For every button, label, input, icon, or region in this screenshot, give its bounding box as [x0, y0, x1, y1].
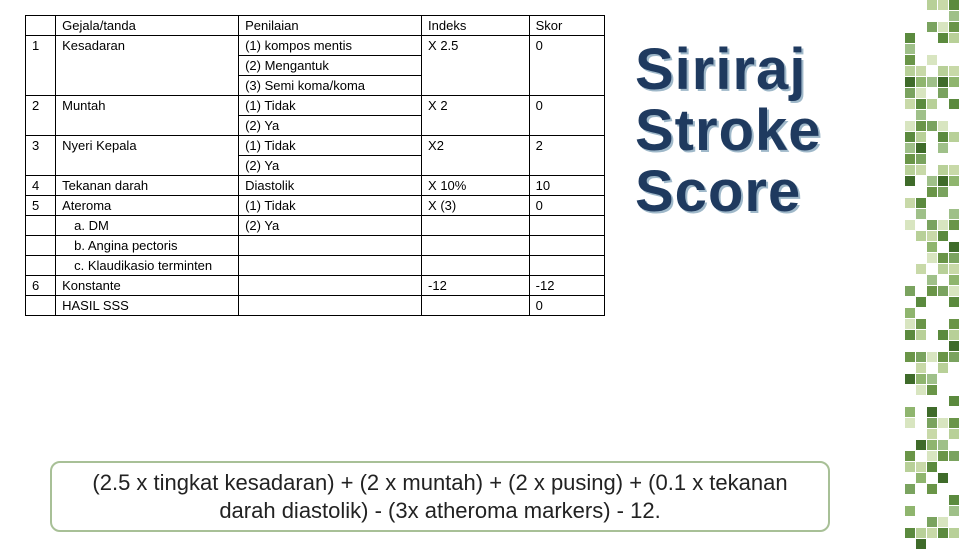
- cell-num: [26, 216, 56, 236]
- table-row: 6 Konstante -12 -12: [26, 276, 605, 296]
- cell-penilaian: (1) Tidak: [239, 136, 422, 156]
- cell-indeks: X 2: [422, 96, 530, 136]
- cell-gejala: Nyeri Kepala: [56, 136, 239, 176]
- cell-gejala: c. Klaudikasio terminten: [56, 256, 239, 276]
- cell-skor: 0: [529, 296, 604, 316]
- cell-num: 5: [26, 196, 56, 216]
- score-table-container: Gejala/tanda Penilaian Indeks Skor 1 Kes…: [25, 15, 605, 316]
- cell-skor: [529, 236, 604, 256]
- cell-gejala: HASIL SSS: [56, 296, 239, 316]
- table-row: 1 Kesadaran (1) kompos mentis X 2.5 0: [26, 36, 605, 56]
- cell-penilaian: [239, 296, 422, 316]
- cell-penilaian: Diastolik: [239, 176, 422, 196]
- page-title-block: Siriraj Stroke Score: [635, 15, 940, 316]
- page-title-line2: Stroke: [635, 101, 940, 162]
- col-gejala-header: Gejala/tanda: [56, 16, 239, 36]
- col-indeks-header: Indeks: [422, 16, 530, 36]
- table-header-row: Gejala/tanda Penilaian Indeks Skor: [26, 16, 605, 36]
- cell-penilaian: (3) Semi koma/koma: [239, 76, 422, 96]
- col-penilaian-header: Penilaian: [239, 16, 422, 36]
- cell-num: 1: [26, 36, 56, 96]
- cell-skor: 2: [529, 136, 604, 176]
- cell-num: 3: [26, 136, 56, 176]
- cell-indeks: X (3): [422, 196, 530, 216]
- table-row: 4 Tekanan darah Diastolik X 10% 10: [26, 176, 605, 196]
- siriraj-table: Gejala/tanda Penilaian Indeks Skor 1 Kes…: [25, 15, 605, 316]
- cell-skor: [529, 256, 604, 276]
- table-row: 3 Nyeri Kepala (1) Tidak X2 2: [26, 136, 605, 156]
- cell-penilaian: (1) Tidak: [239, 96, 422, 116]
- cell-skor: 10: [529, 176, 604, 196]
- cell-skor: [529, 216, 604, 236]
- cell-indeks: X2: [422, 136, 530, 176]
- table-row: HASIL SSS 0: [26, 296, 605, 316]
- table-row: a. DM (2) Ya: [26, 216, 605, 236]
- cell-num: 4: [26, 176, 56, 196]
- cell-gejala: Kesadaran: [56, 36, 239, 96]
- cell-gejala: a. DM: [56, 216, 239, 236]
- cell-num: 6: [26, 276, 56, 296]
- table-row: 2 Muntah (1) Tidak X 2 0: [26, 96, 605, 116]
- cell-indeks: [422, 236, 530, 256]
- cell-penilaian: (1) Tidak: [239, 196, 422, 216]
- page-title-line3: Score: [635, 162, 940, 223]
- cell-skor: 0: [529, 96, 604, 136]
- table-row: 5 Ateroma (1) Tidak X (3) 0: [26, 196, 605, 216]
- page-title-line1: Siriraj: [635, 40, 940, 101]
- table-row: b. Angina pectoris: [26, 236, 605, 256]
- decorative-squares: [905, 0, 960, 540]
- cell-num: [26, 236, 56, 256]
- cell-num: 2: [26, 96, 56, 136]
- cell-penilaian: (2) Mengantuk: [239, 56, 422, 76]
- cell-gejala: Muntah: [56, 96, 239, 136]
- cell-penilaian: (1) kompos mentis: [239, 36, 422, 56]
- cell-skor: -12: [529, 276, 604, 296]
- cell-indeks: X 10%: [422, 176, 530, 196]
- cell-indeks: X 2.5: [422, 36, 530, 96]
- cell-skor: 0: [529, 36, 604, 96]
- cell-indeks: [422, 256, 530, 276]
- cell-indeks: -12: [422, 276, 530, 296]
- cell-penilaian: (2) Ya: [239, 156, 422, 176]
- cell-penilaian: (2) Ya: [239, 216, 422, 236]
- cell-penilaian: [239, 256, 422, 276]
- cell-num: [26, 296, 56, 316]
- formula-container: (2.5 x tingkat kesadaran) + (2 x muntah)…: [50, 461, 830, 532]
- cell-gejala: b. Angina pectoris: [56, 236, 239, 256]
- col-num-header: [26, 16, 56, 36]
- cell-gejala: Ateroma: [56, 196, 239, 216]
- cell-num: [26, 256, 56, 276]
- cell-skor: 0: [529, 196, 604, 216]
- cell-gejala: Tekanan darah: [56, 176, 239, 196]
- col-skor-header: Skor: [529, 16, 604, 36]
- formula-text: (2.5 x tingkat kesadaran) + (2 x muntah)…: [50, 461, 830, 532]
- table-row: c. Klaudikasio terminten: [26, 256, 605, 276]
- cell-penilaian: [239, 236, 422, 256]
- cell-indeks: [422, 216, 530, 236]
- cell-gejala: Konstante: [56, 276, 239, 296]
- cell-penilaian: [239, 276, 422, 296]
- cell-indeks: [422, 296, 530, 316]
- cell-penilaian: (2) Ya: [239, 116, 422, 136]
